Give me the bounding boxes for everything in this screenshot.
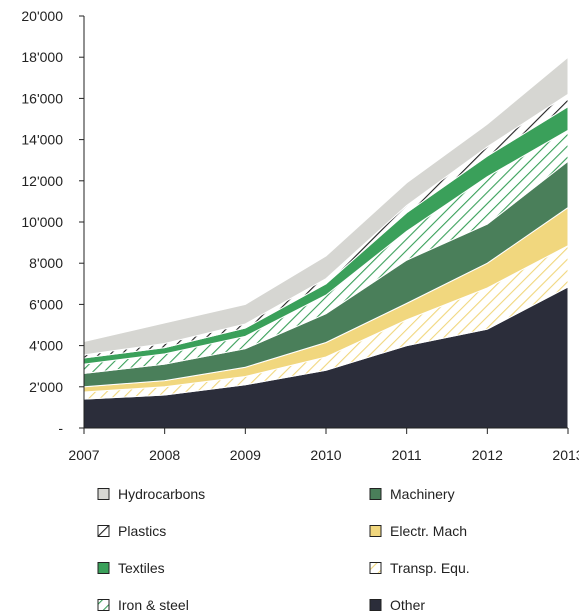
legend-swatch <box>97 525 110 537</box>
legend-swatch <box>369 599 382 611</box>
y-tick-label: 12'000 <box>21 173 63 189</box>
y-tick-label: 6'000 <box>29 296 63 312</box>
legend-item-hydrocarbons: Hydrocarbons <box>97 486 205 502</box>
area-hydrocarbons <box>83 56 569 356</box>
legend-swatch <box>369 525 382 537</box>
legend-label: Iron & steel <box>118 597 189 613</box>
legend-label: Plastics <box>118 523 166 539</box>
x-tick-label: 2011 <box>392 447 422 463</box>
legend-swatch <box>369 488 382 500</box>
legend-item-other: Other <box>369 597 425 613</box>
legend-item-iron-steel: Iron & steel <box>97 597 189 613</box>
legend-label: Transp. Equ. <box>390 560 470 576</box>
legend-label: Electr. Mach <box>390 523 467 539</box>
y-tick-label: - <box>58 420 63 436</box>
legend-item-transp-equ: Transp. Equ. <box>369 560 470 576</box>
x-tick-label: 2007 <box>68 447 99 463</box>
legend-item-plastics: Plastics <box>97 523 166 539</box>
y-tick-label: 20'000 <box>21 8 63 24</box>
legend-label: Machinery <box>390 486 455 502</box>
y-tick-label: 16'000 <box>21 90 63 106</box>
legend-label: Other <box>390 597 425 613</box>
x-tick-label: 2012 <box>472 447 503 463</box>
x-tick-label: 2013 <box>552 447 579 463</box>
y-axis-ticks: - 2'000 4'000 6'000 8'000 10'000 12'000 14'000 1… <box>21 8 84 436</box>
y-tick-label: 8'000 <box>29 255 63 271</box>
legend-label: Textiles <box>118 560 165 576</box>
x-tick-label: 2009 <box>230 447 261 463</box>
y-tick-label: 2'000 <box>29 379 63 395</box>
y-tick-label: 14'000 <box>21 132 63 148</box>
legend-swatch <box>97 562 110 574</box>
x-tick-label: 2010 <box>310 447 341 463</box>
y-tick-label: 10'000 <box>21 214 63 230</box>
legend-swatch <box>369 562 382 574</box>
legend: Hydrocarbons Machinery Plastics Electr. Mac… <box>97 486 470 613</box>
area-layers <box>83 56 569 429</box>
x-axis-ticks: 2007 2008 2009 2010 2011 2012 2013 <box>68 428 579 463</box>
x-tick-label: 2008 <box>149 447 180 463</box>
legend-swatch <box>97 488 110 500</box>
legend-swatch <box>97 599 110 611</box>
legend-label: Hydrocarbons <box>118 486 205 502</box>
y-tick-label: 18'000 <box>21 49 63 65</box>
y-tick-label: 4'000 <box>29 338 63 354</box>
legend-item-electr-mach: Electr. Mach <box>369 523 467 539</box>
legend-item-textiles: Textiles <box>97 560 165 576</box>
legend-item-machinery: Machinery <box>369 486 455 502</box>
